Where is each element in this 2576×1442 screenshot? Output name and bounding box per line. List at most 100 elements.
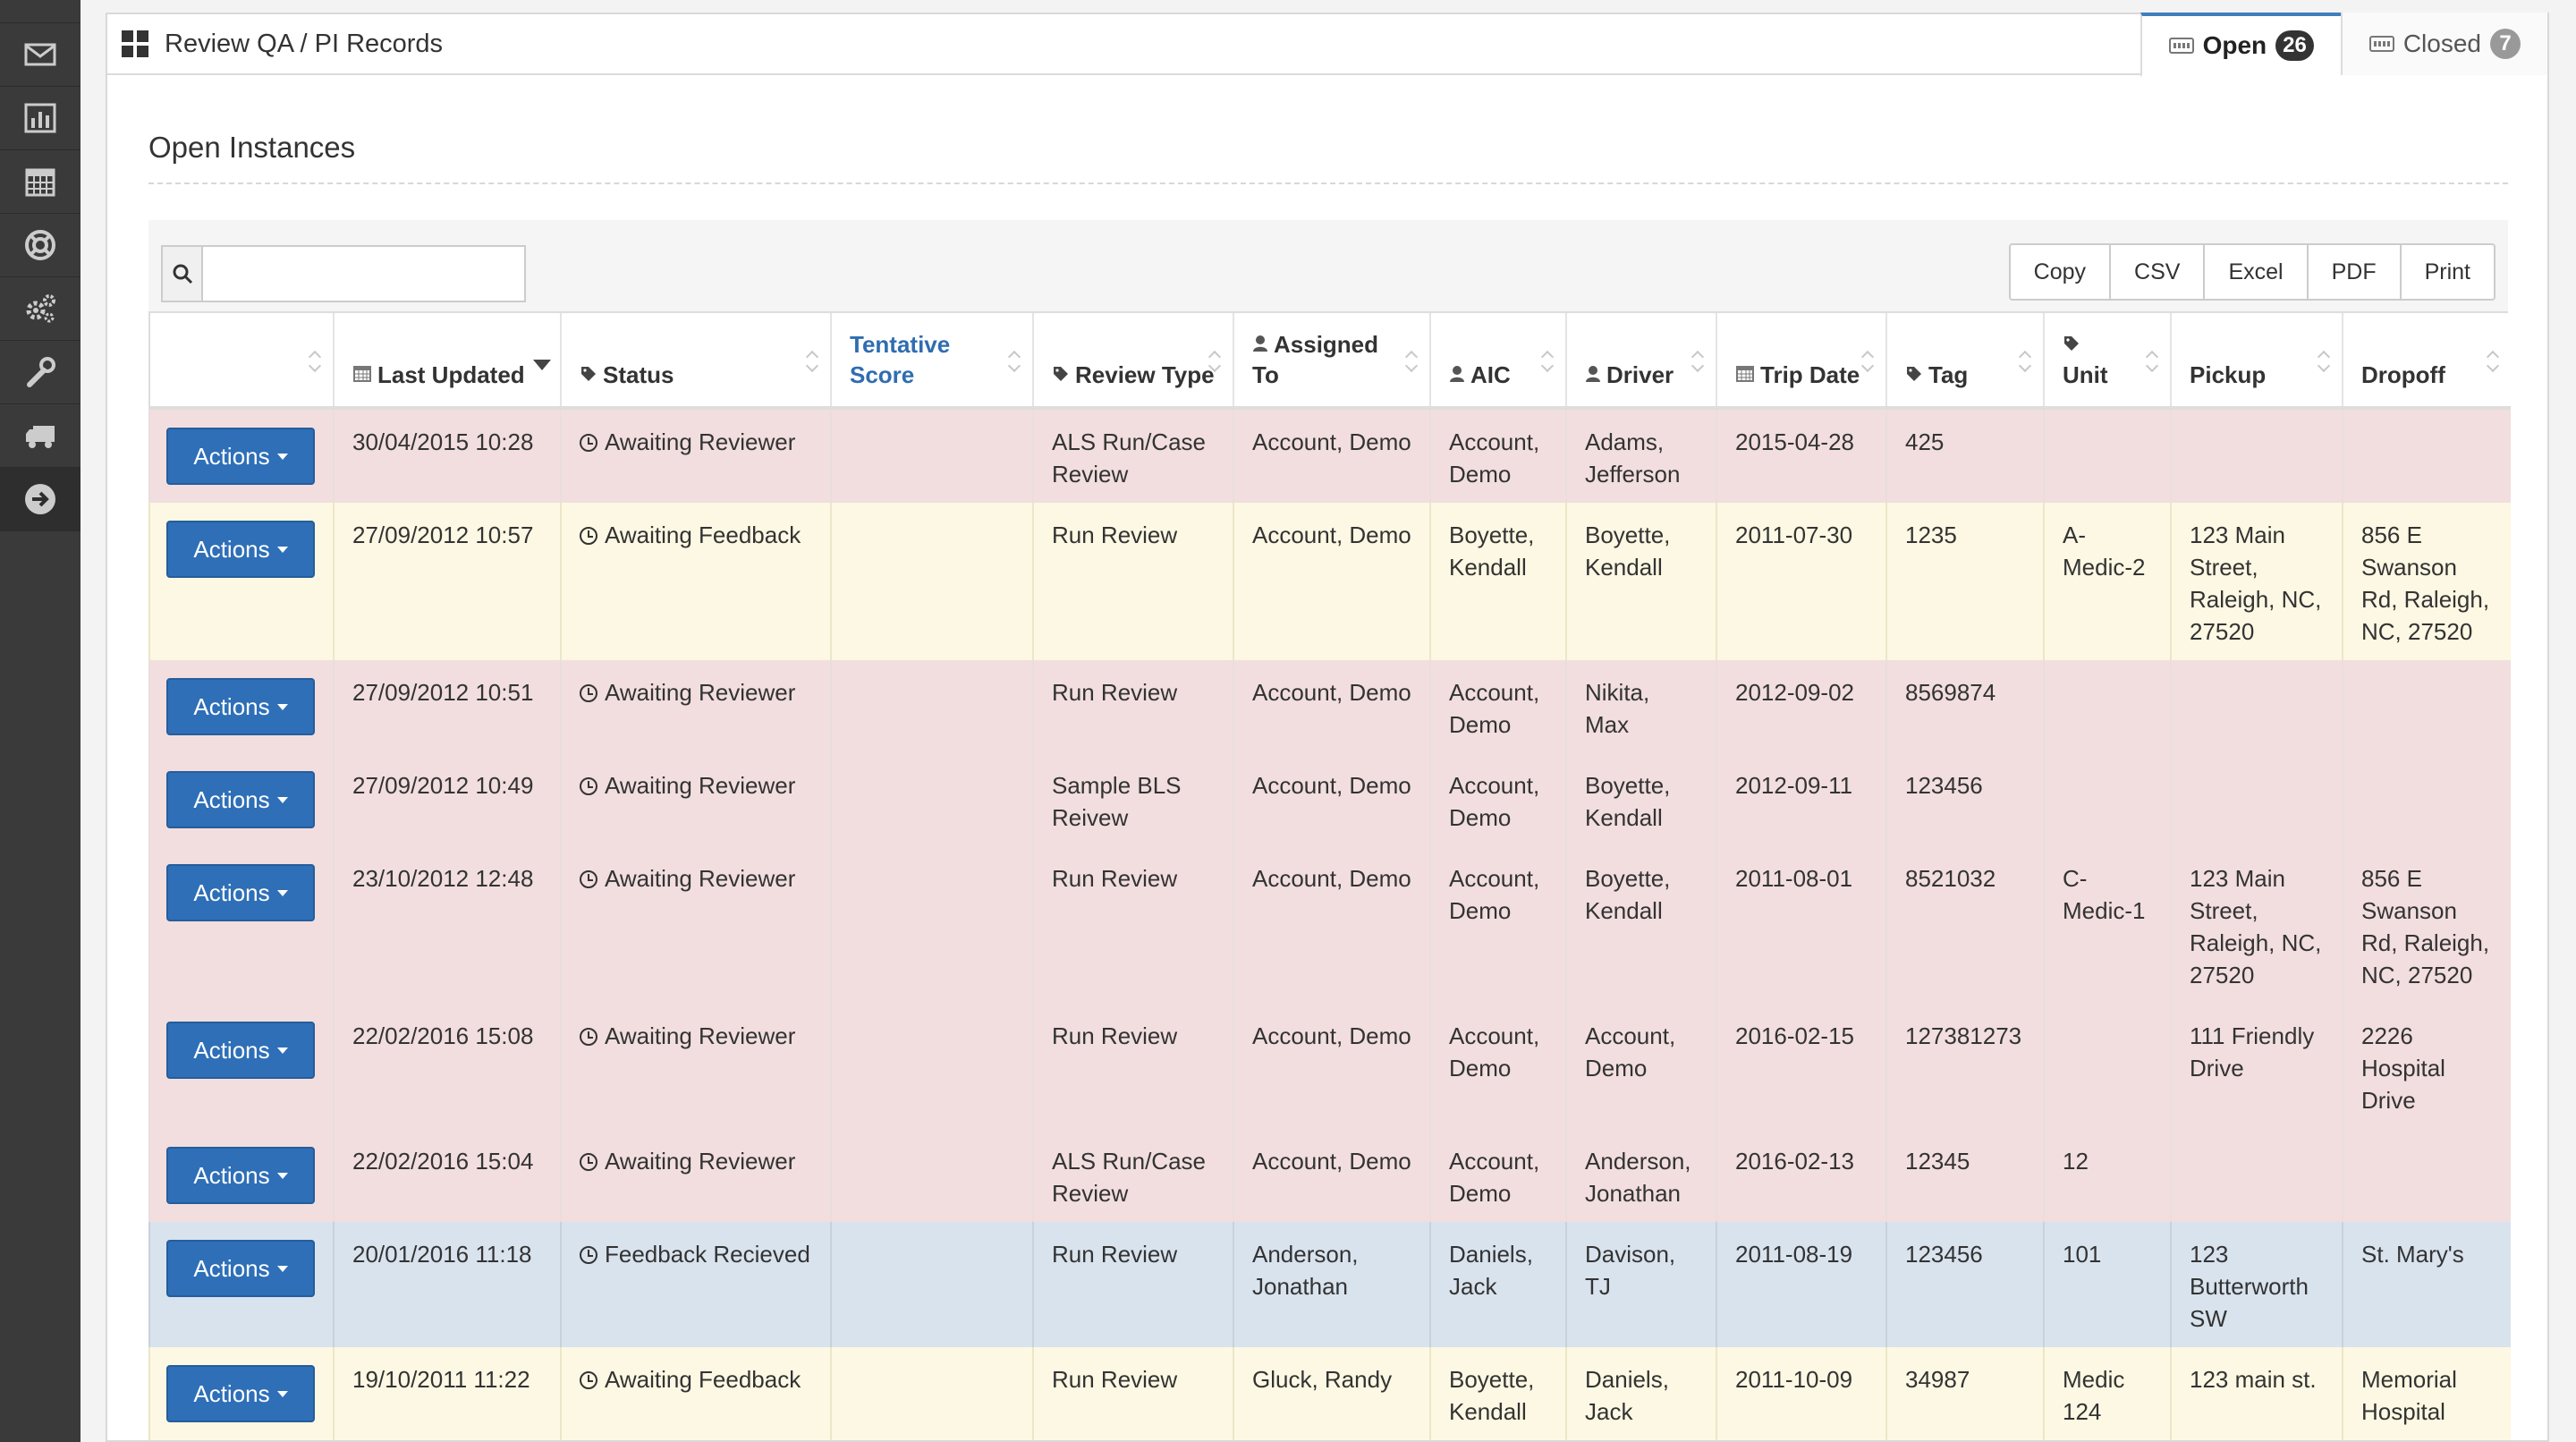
cell-unit <box>2043 660 2171 753</box>
cell-trip-date: 2011-08-19 <box>1716 1222 1886 1347</box>
column-header-status[interactable]: Status <box>560 313 831 410</box>
search-input[interactable] <box>203 247 524 301</box>
actions-label: Actions <box>193 1254 270 1282</box>
column-label: Assigned To <box>1252 331 1379 388</box>
actions-dropdown-button[interactable]: Actions <box>166 1240 315 1297</box>
cell-text: 2012-09-11 <box>1735 772 1853 799</box>
cell-last-updated: 22/02/2016 15:08 <box>333 1004 561 1129</box>
cell-text: Awaiting Feedback <box>605 522 801 548</box>
clock-icon <box>580 1371 597 1389</box>
column-header-driver[interactable]: Driver <box>1565 313 1716 410</box>
main-panel: Review QA / PI Records Open 26 Closed 7 … <box>106 13 2549 1442</box>
cell-text: Anderson, Jonathan <box>1585 1148 1691 1207</box>
cell-text: 2011-07-30 <box>1735 522 1853 548</box>
actions-dropdown-button[interactable]: Actions <box>166 864 315 921</box>
cell-text: Account, Demo <box>1449 679 1540 738</box>
cell-text: Boyette, Kendall <box>1449 522 1535 581</box>
cell-text: Awaiting Reviewer <box>605 1022 796 1049</box>
excel-button[interactable]: Excel <box>2203 243 2309 301</box>
actions-dropdown-button[interactable]: Actions <box>166 428 315 485</box>
search-group <box>161 245 526 302</box>
cell-text: Account, Demo <box>1252 1022 1411 1049</box>
cell-text: Feedback Recieved <box>605 1241 810 1268</box>
caret-down-icon <box>276 453 288 460</box>
column-header-review-type[interactable]: Review Type <box>1032 313 1233 410</box>
actions-dropdown-button[interactable]: Actions <box>166 521 315 578</box>
cell-status: Feedback Recieved <box>560 1222 831 1347</box>
cell-text: Account, Demo <box>1252 522 1411 548</box>
pdf-button[interactable]: PDF <box>2306 243 2402 301</box>
caret-down-icon <box>276 796 288 803</box>
column-header-trip-date[interactable]: Trip Date <box>1716 313 1886 410</box>
table-row: Actions 27/09/2012 10:51 Awaiting Reviewer… <box>148 660 2511 753</box>
sidebar-item-fleet[interactable] <box>0 404 80 468</box>
copy-button[interactable]: Copy <box>2008 243 2112 301</box>
table-row: Actions 22/02/2016 15:08 Awaiting Reviewer… <box>148 1004 2511 1129</box>
cell-assigned-to: Account, Demo <box>1233 1004 1430 1129</box>
cell-status: Awaiting Reviewer <box>560 846 831 1004</box>
tab-open[interactable]: Open 26 <box>2140 13 2341 77</box>
cell-text: Account, Demo <box>1252 1148 1411 1175</box>
column-header-unit[interactable]: Unit <box>2043 313 2171 410</box>
cell-tentative-score <box>830 753 1033 846</box>
table-row: Actions 20/01/2016 11:18 Feedback Recieved… <box>148 1222 2511 1347</box>
cell-dropoff: 2226 Hospital Drive <box>2342 1004 2511 1129</box>
sidebar-item-calendar[interactable] <box>0 150 80 214</box>
column-header-dropoff[interactable]: Dropoff <box>2342 313 2511 410</box>
column-header-pickup[interactable]: Pickup <box>2170 313 2343 410</box>
sidebar-item-reports[interactable] <box>0 87 80 150</box>
cell-assigned-to: Account, Demo <box>1233 1129 1430 1222</box>
sidebar-item-messages[interactable] <box>0 23 80 87</box>
cell-assigned-to: Account, Demo <box>1233 753 1430 846</box>
actions-dropdown-button[interactable]: Actions <box>166 771 315 828</box>
cell-text: Anderson, Jonathan <box>1252 1241 1359 1300</box>
column-header-tentative-score[interactable]: Tentative Score <box>830 313 1033 410</box>
caret-down-icon <box>276 703 288 710</box>
column-header-last-updated[interactable]: Last Updated <box>333 313 561 410</box>
sidebar-item-logout[interactable] <box>0 468 80 531</box>
wrench-icon <box>27 357 55 387</box>
cell-text: 123 main st. <box>2190 1366 2317 1393</box>
cell-driver: Account, Demo <box>1565 1004 1716 1129</box>
column-header-assigned-to[interactable]: Assigned To <box>1233 313 1430 410</box>
sidebar-item-list[interactable] <box>0 0 80 23</box>
cell-text: Boyette, Kendall <box>1585 522 1671 581</box>
actions-dropdown-button[interactable]: Actions <box>166 1022 315 1079</box>
cell-text: Account, Demo <box>1449 1022 1540 1082</box>
section-divider <box>148 182 2508 184</box>
cell-unit: A-Medic-2 <box>2043 503 2171 660</box>
csv-button[interactable]: CSV <box>2109 243 2206 301</box>
print-button[interactable]: Print <box>2399 243 2496 301</box>
column-header-tag[interactable]: Tag <box>1885 313 2044 410</box>
cell-last-updated: 19/10/2011 11:22 <box>333 1347 561 1440</box>
cell-text: 856 E Swanson Rd, Raleigh, NC, 27520 <box>2361 865 2490 988</box>
column-header-actions[interactable] <box>148 313 334 410</box>
actions-cell: Actions <box>148 1347 334 1440</box>
actions-dropdown-button[interactable]: Actions <box>166 678 315 735</box>
column-header-aic[interactable]: AIC <box>1429 313 1566 410</box>
sidebar-item-tools[interactable] <box>0 341 80 404</box>
tab-closed[interactable]: Closed 7 <box>2340 13 2547 75</box>
cell-pickup: 123 main st. <box>2170 1347 2343 1440</box>
caret-down-icon <box>276 1047 288 1054</box>
actions-dropdown-button[interactable]: Actions <box>166 1147 315 1204</box>
cell-assigned-to: Account, Demo <box>1233 408 1430 503</box>
column-label: Status <box>603 361 674 388</box>
clock-icon <box>580 684 597 702</box>
cell-pickup <box>2170 408 2343 503</box>
cell-trip-date: 2012-09-11 <box>1716 753 1886 846</box>
user-icon <box>1252 329 1268 360</box>
cell-pickup <box>2170 1129 2343 1222</box>
sidebar-item-support[interactable] <box>0 214 80 277</box>
sidebar-item-settings[interactable] <box>0 277 80 341</box>
cell-driver: Adams, Jefferson <box>1565 408 1716 503</box>
cell-trip-date: 2011-08-01 <box>1716 846 1886 1004</box>
cell-dropoff: 856 E Swanson Rd, Raleigh, NC, 27520 <box>2342 846 2511 1004</box>
keyboard-icon <box>2368 36 2394 52</box>
section-title: Open Instances <box>148 131 356 164</box>
actions-dropdown-button[interactable]: Actions <box>166 1365 315 1422</box>
cell-dropoff <box>2342 1129 2511 1222</box>
sort-desc-icon <box>533 360 551 370</box>
cell-text: 22/02/2016 15:08 <box>352 1022 534 1049</box>
cell-text: 8521032 <box>1905 865 1996 892</box>
